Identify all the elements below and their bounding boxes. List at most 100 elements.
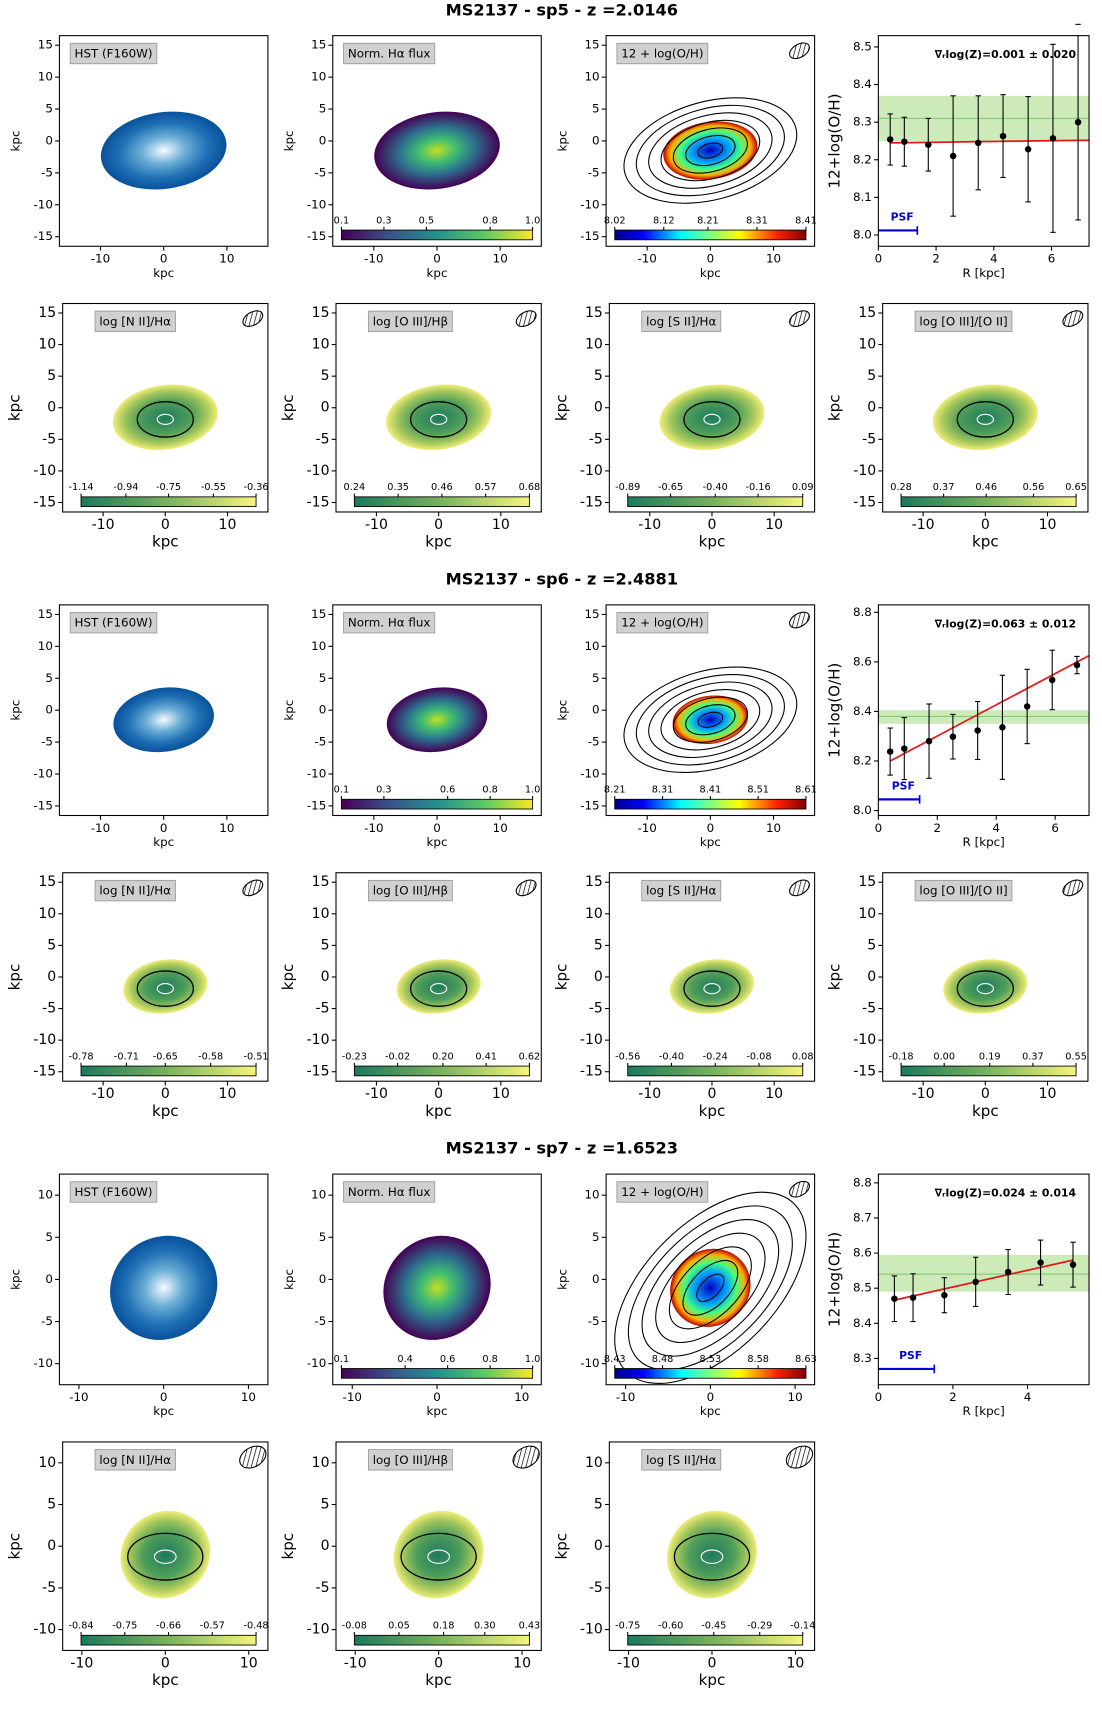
contour [409, 401, 468, 438]
y-tick-label: 15 [584, 38, 599, 52]
contour [127, 1532, 204, 1581]
y-tick-label: -15 [307, 495, 330, 511]
y-tick-label: 10 [585, 337, 603, 353]
colorbar-tick-label: 0.24 [344, 482, 366, 493]
x-axis-label: kpc [700, 835, 721, 849]
colorbar-tick-label: 8.21 [604, 785, 626, 796]
map-label: Norm. Hα flux [348, 1185, 431, 1199]
x-tick-label: 10 [765, 517, 783, 533]
y-axis-label: kpc [282, 700, 296, 721]
x-axis-label: kpc [153, 835, 174, 849]
y-tick-label: 0 [594, 969, 603, 985]
y-tick-label: -10 [580, 1032, 603, 1048]
x-tick-label: 0 [433, 1390, 441, 1404]
y-tick-label: 8.8 [853, 605, 872, 619]
beam [242, 310, 264, 327]
x-tick-label: 10 [241, 1390, 256, 1404]
y-tick-label: 8.0 [853, 803, 872, 817]
contour [703, 983, 721, 995]
x-tick-label: 10 [240, 1655, 258, 1671]
x-tick-label: -10 [343, 1390, 362, 1404]
section-title: MS2137 - sp7 - z =1.6523 [446, 1139, 678, 1158]
colorbar-tick-label: -0.14 [790, 1621, 815, 1632]
y-tick-label: -10 [34, 1356, 53, 1370]
map-label: log [S II]/Hα [646, 1453, 716, 1467]
colorbar-tick-label: 0.5 [419, 215, 434, 226]
colorbar [627, 1065, 804, 1077]
y-axis-label: kpc [552, 394, 570, 421]
data-point [999, 132, 1007, 140]
colorbar-tick-label: -0.23 [342, 1051, 367, 1062]
label-box [367, 879, 453, 902]
y-axis-label: kpc [282, 1269, 296, 1290]
label-box [641, 879, 722, 902]
x-axis-label: kpc [427, 835, 448, 849]
x-tick-label: 10 [493, 821, 508, 835]
data-point [1048, 676, 1056, 684]
contour [136, 970, 194, 1007]
map-blob [386, 384, 492, 450]
colorbar-tick-label: 8.43 [604, 1354, 626, 1365]
y-tick-label: 8.1 [853, 190, 872, 204]
y-tick-label: 5 [321, 937, 330, 953]
y-tick-label: -10 [853, 463, 876, 479]
colorbar-tick-label: -0.29 [747, 1621, 772, 1632]
beam [789, 42, 810, 60]
beam [1062, 879, 1084, 897]
y-tick-label: 15 [311, 607, 326, 621]
x-tick-label: 4 [992, 821, 1000, 835]
map-label: 12 + log(O/H) [621, 47, 703, 61]
colorbar-tick-label: 0.46 [975, 482, 997, 493]
label-box [343, 612, 436, 634]
colorbar-tick-label: -0.45 [701, 1621, 726, 1632]
map-blob [932, 384, 1038, 450]
map-image [396, 959, 481, 1014]
contour [156, 413, 174, 425]
map-label: log [S II]/Hα [646, 884, 716, 898]
contour [409, 970, 468, 1007]
colorbar-tick-label: 0.4 [397, 1354, 412, 1365]
x-tick-label: 10 [766, 252, 781, 266]
x-tick-label: 6 [1048, 252, 1056, 266]
y-axis-label: kpc [555, 130, 569, 151]
y-tick-label: 8.5 [853, 1281, 872, 1295]
y-tick-label: 5 [45, 102, 53, 116]
y-tick-label: -15 [853, 1064, 876, 1080]
y-tick-label: -10 [853, 1032, 876, 1048]
y-tick-label: 15 [585, 305, 603, 321]
map-label: HST (F160W) [75, 616, 153, 630]
y-axis-label: kpc [552, 964, 570, 991]
beam [789, 310, 810, 327]
y-tick-label: 5 [319, 102, 327, 116]
y-tick-label: 8.5 [853, 39, 872, 53]
data-point [925, 141, 932, 148]
y-tick-label: -5 [41, 1314, 53, 1328]
x-axis-label: kpc [700, 1404, 721, 1418]
x-axis-label: kpc [425, 533, 452, 551]
colorbar-tick-label: 0.8 [482, 1354, 497, 1365]
y-tick-label: 5 [45, 671, 53, 685]
x-tick-label: -10 [70, 1655, 93, 1671]
map-label: log [O III]/Hβ [373, 1453, 448, 1467]
map-label: log [O III]/[O II] [919, 884, 1007, 898]
map-blob [374, 111, 500, 190]
y-tick-label: 10 [38, 337, 56, 353]
y-tick-label: 5 [867, 368, 876, 384]
y-tick-label: 5 [321, 368, 330, 384]
y-tick-label: 5 [592, 1230, 600, 1244]
x-tick-label: 0 [981, 1086, 990, 1102]
y-tick-label: 0 [45, 1272, 53, 1286]
colorbar-tick-label: -0.66 [156, 1621, 181, 1632]
metallicity-band [878, 710, 1090, 724]
y-tick-label: -5 [314, 1314, 326, 1328]
map-blob [663, 121, 758, 180]
label-box [69, 1181, 158, 1203]
colorbar-tick-label: 0.30 [474, 1621, 496, 1632]
y-tick-label: 5 [321, 1497, 330, 1513]
colorbar-tick-label: 0.1 [334, 785, 349, 796]
map-image [932, 384, 1038, 450]
y-tick-label: -5 [316, 1580, 330, 1596]
x-tick-label: 10 [1039, 517, 1057, 533]
x-tick-label: 0 [433, 252, 441, 266]
map-image [667, 1510, 757, 1599]
